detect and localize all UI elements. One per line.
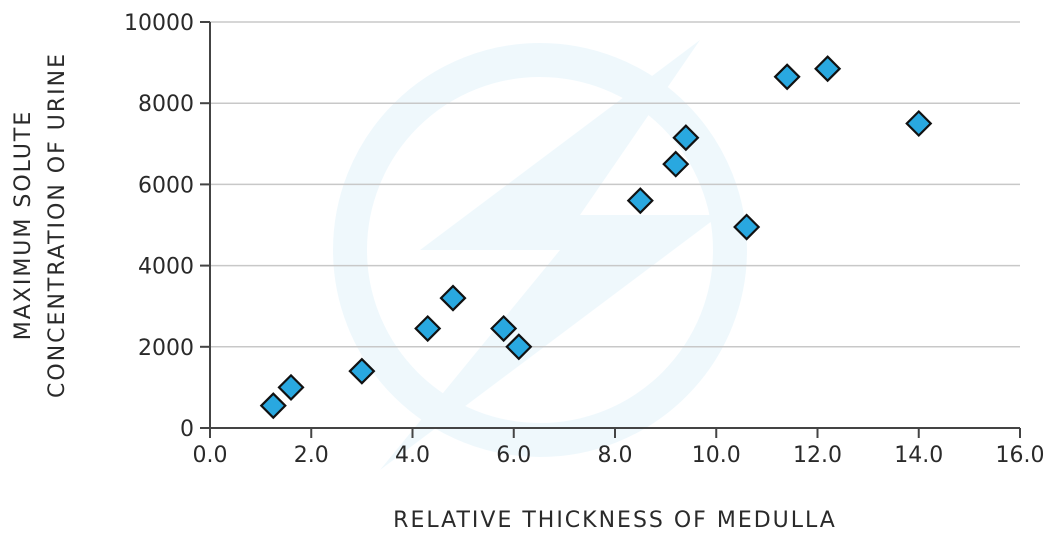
data-point-11 [773, 63, 801, 91]
data-point-4 [439, 284, 467, 312]
data-point-13 [905, 109, 933, 138]
data-point-0 [259, 392, 287, 420]
x-tick-label-1: 2.0 [294, 443, 329, 468]
x-tick-label-6: 12.0 [793, 443, 842, 468]
data-point-9 [672, 124, 700, 152]
data-point-6 [505, 333, 533, 361]
y-tick-label-4: 8000 [138, 92, 194, 117]
x-axis-label: RELATIVE THICKNESS OF MEDULLA [393, 508, 837, 533]
x-tick-label-5: 10.0 [692, 443, 741, 468]
y-axis-label-line-2: CONCENTRATION OF URINE [45, 52, 70, 398]
x-tick-label-0: 0.0 [193, 443, 228, 468]
data-point-7 [626, 187, 654, 215]
x-tick-label-2: 4.0 [395, 443, 430, 468]
y-axis-label-line-1: MAXIMUM SOLUTE [11, 110, 36, 341]
grid-lines [210, 21, 1020, 348]
watermark-logo [333, 40, 747, 470]
axes [200, 21, 1021, 438]
data-point-10 [733, 213, 761, 241]
data-point-2 [348, 357, 376, 385]
x-tick-label-3: 6.0 [496, 443, 531, 468]
axis-labels: RELATIVE THICKNESS OF MEDULLA MAXIMUM SO… [11, 52, 837, 533]
x-tick-label-4: 8.0 [598, 443, 633, 468]
y-tick-label-5: 10000 [124, 11, 194, 36]
data-point-3 [414, 314, 442, 343]
y-tick-label-0: 0 [180, 417, 194, 442]
data-point-1 [277, 373, 305, 401]
y-tick-label-3: 6000 [138, 173, 194, 198]
y-tick-label-1: 2000 [138, 336, 194, 361]
data-points [259, 55, 933, 420]
tick-labels: 0 2000 4000 6000 8000 10000 0.0 2.0 4.0 6.0 8.0 10.… [124, 11, 1044, 468]
data-point-12 [814, 55, 842, 83]
x-tick-label-8: 16.0 [996, 443, 1045, 468]
data-point-5 [490, 314, 518, 343]
y-tick-label-2: 4000 [138, 255, 194, 280]
x-tick-label-7: 14.0 [894, 443, 943, 468]
data-point-8 [662, 150, 690, 178]
